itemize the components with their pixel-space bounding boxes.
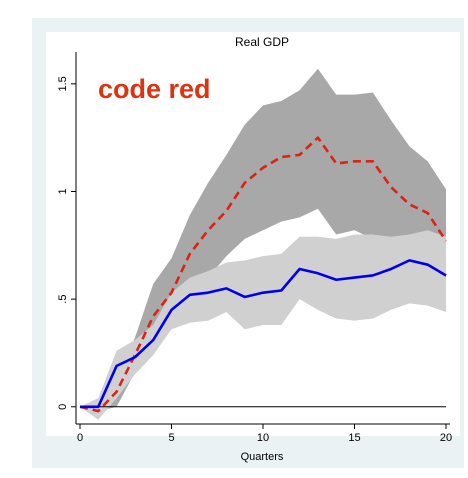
series-lines <box>79 136 448 413</box>
gdp-chart: Real GDP 0 5 10 15 20 0 .5 1 1.5 Quarters code … <box>46 32 460 463</box>
x-tick-label: 0 <box>77 432 83 444</box>
plot-region: Real GDP 0 5 10 15 20 0 .5 1 1.5 Quarters code … <box>32 18 464 468</box>
y-tick-label: 1 <box>57 188 69 194</box>
y-axis-ticks: 0 .5 1 1.5 <box>57 76 76 410</box>
x-tick-label: 5 <box>168 432 174 444</box>
x-tick-label: 15 <box>348 432 360 444</box>
y-tick-label: 0 <box>57 404 69 410</box>
confidence-band-1 <box>80 68 446 412</box>
x-axis-title: Quarters <box>241 451 284 463</box>
x-tick-label: 10 <box>257 432 269 444</box>
dashed-series-line <box>79 136 448 413</box>
y-tick-label: .5 <box>57 295 69 304</box>
chart-title: Real GDP <box>235 35 289 49</box>
y-tick-label: 1.5 <box>57 76 69 91</box>
solid-series-line <box>80 259 447 409</box>
x-axis-ticks: 0 5 10 15 20 <box>77 424 452 444</box>
code-red-annotation: code red <box>98 74 211 104</box>
x-tick-label: 20 <box>440 432 452 444</box>
